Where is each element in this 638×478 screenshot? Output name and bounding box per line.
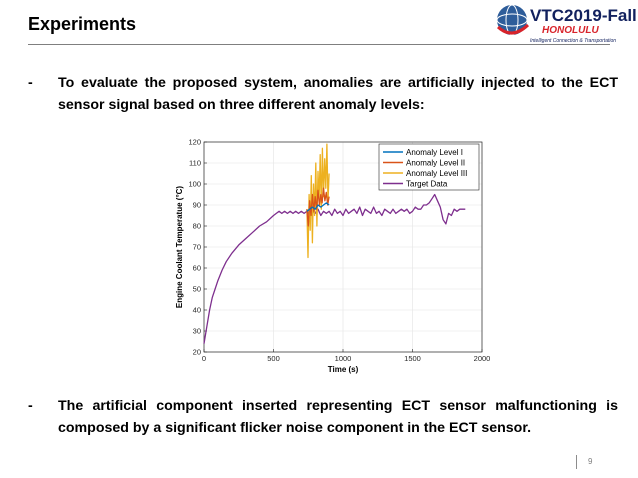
x-tick-label: 1500	[404, 354, 421, 363]
page-number: 9	[588, 457, 593, 466]
x-tick-label: 2000	[474, 354, 491, 363]
temperature-chart: 0 500 1000 1500 2000 20 30 40 50 60 70 80 90 100 110 12…	[175, 138, 491, 375]
bullet-item: - The artificial component inserted repr…	[28, 395, 618, 439]
logo-main-text: VTC2019-Fall	[530, 6, 637, 25]
globe-icon	[496, 4, 530, 36]
y-tick-label: 60	[193, 264, 201, 273]
bullet-dash: -	[28, 398, 33, 414]
y-tick-label: 100	[188, 180, 201, 189]
y-tick-label: 20	[193, 348, 201, 357]
x-tick-label: 0	[202, 354, 206, 363]
title-divider	[28, 44, 610, 45]
logo-city-text: HONOLULU	[542, 25, 599, 36]
series-line-anomaly-level-i	[306, 202, 330, 212]
slide-title: Experiments	[28, 14, 137, 34]
logo-tagline-text: Intelligent Connection & Transportation	[530, 38, 616, 44]
bullet-dash: -	[28, 75, 33, 91]
series-line-anomaly-level-ii	[306, 187, 330, 227]
y-tick-label: 120	[188, 138, 201, 147]
legend-label: Anomaly Level III	[406, 169, 467, 178]
y-tick-label: 90	[193, 201, 201, 210]
y-tick-label: 30	[193, 327, 201, 336]
x-tick-label: 500	[267, 354, 280, 363]
x-tick-label: 1000	[335, 354, 352, 363]
y-tick-label: 110	[189, 159, 201, 168]
y-tick-label: 70	[193, 243, 201, 252]
y-axis-label: Engine Coolant Temperatue (°C)	[175, 186, 184, 309]
legend-label: Target Data	[406, 180, 448, 189]
bullet-text: To evaluate the proposed system, anomali…	[58, 75, 618, 113]
bullet-item: - To evaluate the proposed system, anoma…	[28, 72, 618, 116]
conference-logo: VTC2019-Fall HONOLULU Intelligent Connec…	[496, 4, 637, 44]
y-tick-label: 80	[193, 222, 201, 231]
page-number-divider	[576, 455, 577, 469]
legend-label: Anomaly Level I	[406, 148, 463, 157]
y-tick-label: 50	[193, 285, 201, 294]
x-axis-label: Time (s)	[328, 365, 359, 374]
bullet-text: The artificial component inserted repres…	[58, 398, 618, 436]
y-tick-label: 40	[193, 306, 201, 315]
legend-label: Anomaly Level II	[406, 159, 465, 168]
series-line-target-data	[203, 193, 466, 344]
